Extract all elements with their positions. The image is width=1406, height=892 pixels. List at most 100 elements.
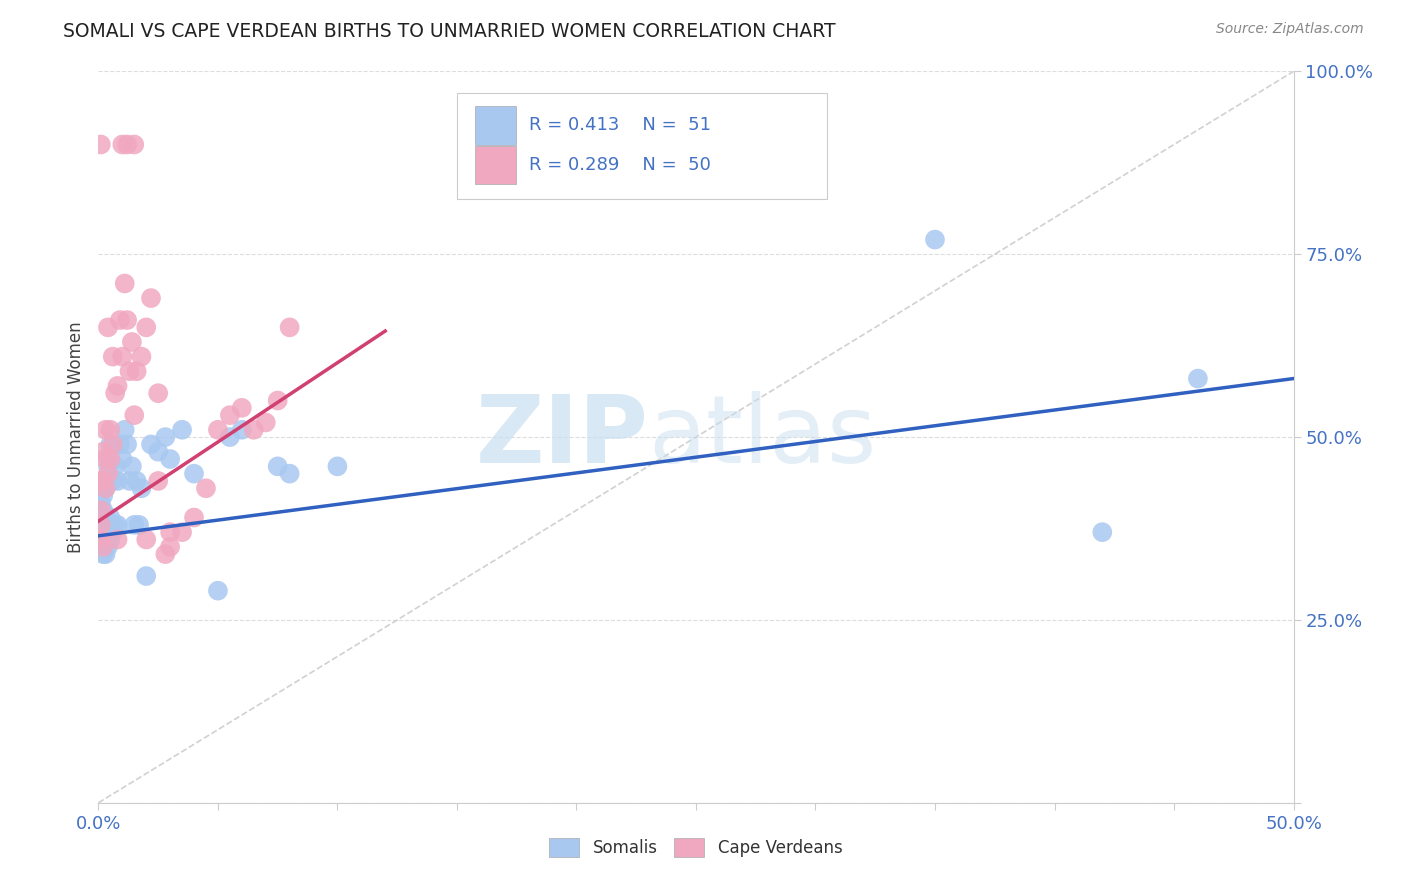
Point (183, 467, 205, 481)
Point (207, 423, 229, 437)
Point (155, 430, 177, 444)
Point (195, 481, 218, 495)
Point (148, 386, 170, 401)
Point (115, 437, 138, 451)
Point (111, 350, 134, 364)
Point (114, 423, 136, 437)
Point (118, 474, 141, 488)
Point (219, 430, 242, 444)
Point (267, 459, 290, 474)
Point (111, 137, 134, 152)
Text: atlas: atlas (648, 391, 876, 483)
Point (139, 437, 162, 451)
Point (115, 137, 138, 152)
Point (101, 350, 124, 364)
Point (97, 525, 120, 540)
Point (121, 459, 143, 474)
Text: SOMALI VS CAPE VERDEAN BIRTHS TO UNMARRIED WOMEN CORRELATION CHART: SOMALI VS CAPE VERDEAN BIRTHS TO UNMARRI… (63, 22, 837, 41)
Point (101, 525, 124, 540)
Point (131, 481, 153, 495)
Point (90, 533, 112, 547)
Point (91, 474, 114, 488)
Point (1091, 525, 1114, 540)
Point (94, 481, 117, 495)
Y-axis label: Births to Unmarried Women: Births to Unmarried Women (66, 321, 84, 553)
Point (924, 233, 946, 247)
Legend: Somalis, Cape Verdeans: Somalis, Cape Verdeans (543, 831, 849, 864)
Text: R = 0.289    N =  50: R = 0.289 N = 50 (529, 156, 710, 174)
Point (118, 364, 141, 378)
Point (104, 517, 127, 532)
Point (91, 517, 114, 532)
Point (90, 517, 112, 532)
Point (159, 525, 181, 540)
Point (104, 459, 127, 474)
Point (124, 517, 146, 532)
Point (254, 416, 277, 430)
Point (219, 408, 242, 422)
Point (91, 533, 114, 547)
Point (97, 320, 120, 334)
Point (131, 350, 153, 364)
Point (231, 423, 253, 437)
Point (125, 364, 148, 378)
Point (98, 452, 122, 467)
Point (172, 423, 194, 437)
Point (107, 517, 129, 532)
Point (326, 459, 349, 474)
Point (135, 569, 157, 583)
Point (90, 503, 112, 517)
Point (107, 474, 129, 488)
Point (98, 437, 122, 451)
Point (91, 540, 114, 554)
Point (91, 503, 114, 517)
FancyBboxPatch shape (475, 106, 516, 145)
Point (115, 313, 138, 327)
Text: ZIP: ZIP (475, 391, 648, 483)
Point (121, 334, 143, 349)
Point (91, 444, 114, 458)
Point (207, 583, 229, 598)
Point (94, 547, 117, 561)
Point (94, 423, 117, 437)
Point (278, 320, 301, 334)
Text: Source: ZipAtlas.com: Source: ZipAtlas.com (1216, 22, 1364, 37)
Point (91, 547, 114, 561)
Point (90, 496, 112, 510)
Point (183, 510, 205, 524)
Point (104, 386, 127, 401)
Point (94, 452, 117, 467)
Point (128, 517, 150, 532)
Point (108, 437, 131, 451)
Point (94, 481, 117, 495)
Point (90, 474, 112, 488)
Point (148, 444, 170, 458)
Text: R = 0.413    N =  51: R = 0.413 N = 51 (529, 117, 710, 135)
Point (114, 277, 136, 291)
Point (124, 408, 146, 422)
Point (97, 467, 120, 481)
Point (267, 393, 290, 408)
Point (1187, 371, 1209, 385)
Point (94, 533, 117, 547)
Point (243, 423, 266, 437)
Point (108, 313, 131, 327)
Point (124, 137, 146, 152)
Point (155, 547, 177, 561)
Point (90, 533, 112, 547)
Point (125, 474, 148, 488)
Point (107, 533, 129, 547)
Point (107, 379, 129, 393)
Point (159, 540, 181, 554)
Point (172, 525, 194, 540)
Point (98, 510, 122, 524)
Point (111, 452, 134, 467)
Point (90, 503, 112, 517)
Point (278, 467, 301, 481)
Point (139, 291, 162, 305)
Point (90, 137, 112, 152)
Point (90, 517, 112, 532)
Point (97, 459, 120, 474)
FancyBboxPatch shape (475, 146, 516, 184)
Point (135, 533, 157, 547)
